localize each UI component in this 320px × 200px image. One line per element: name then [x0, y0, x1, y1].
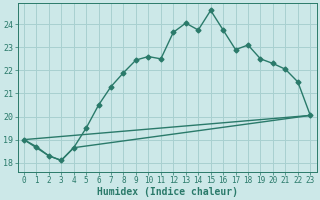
X-axis label: Humidex (Indice chaleur): Humidex (Indice chaleur)	[97, 186, 237, 197]
